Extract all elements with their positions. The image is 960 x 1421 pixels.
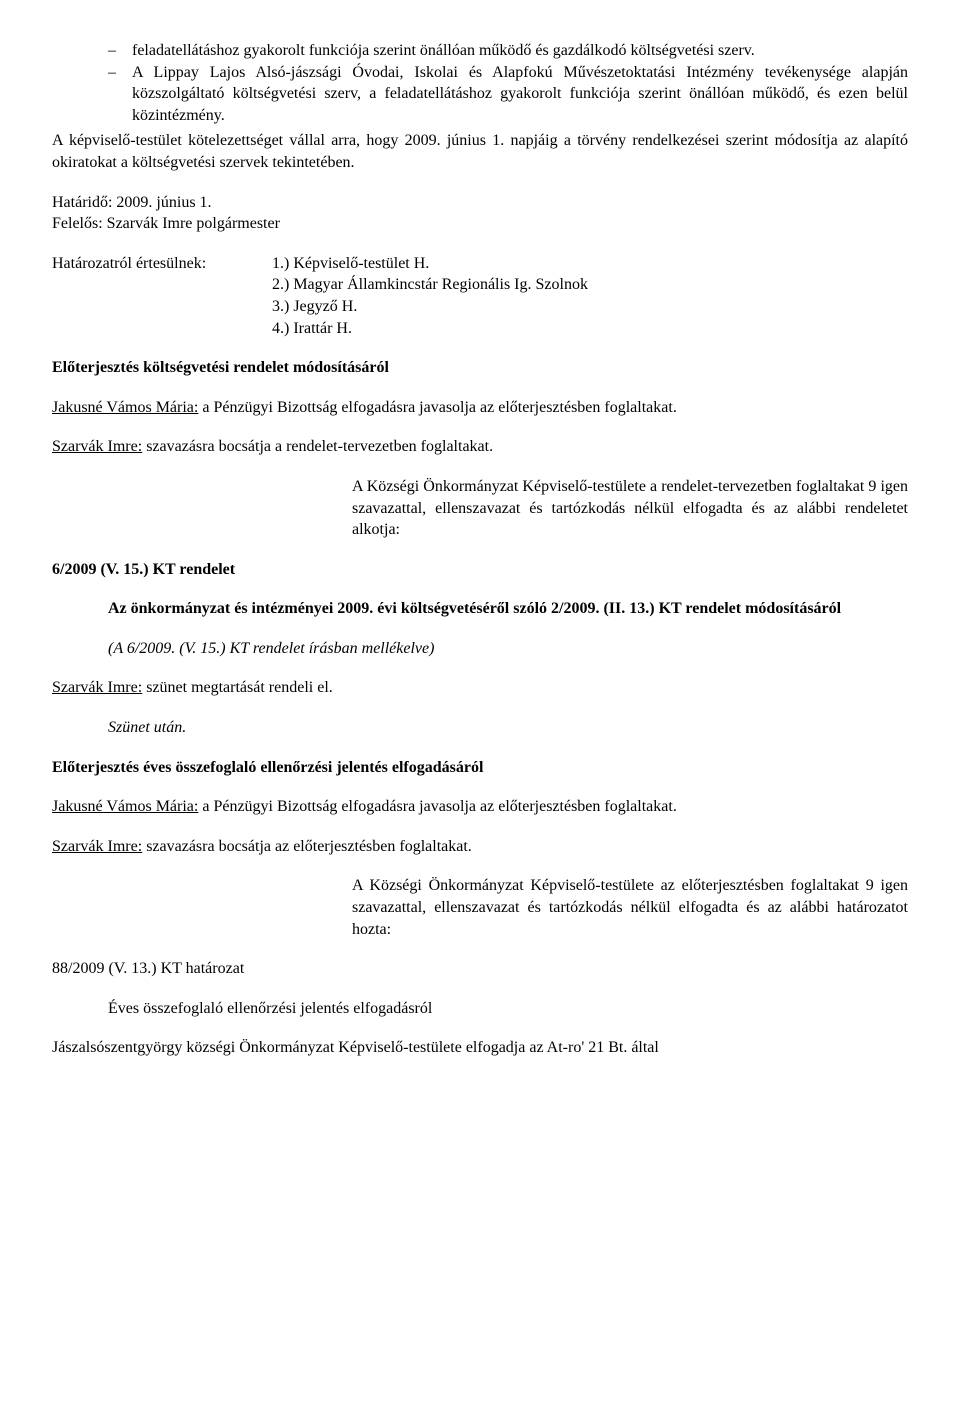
speaker-text: szünet megtartását rendeli el. — [142, 679, 333, 696]
speaker-text: a Pénzügyi Bizottság elfogadásra javasol… — [198, 399, 676, 416]
resolution-number: 88/2009 (V. 13.) KT határozat — [52, 958, 908, 980]
speaker-text: szavazásra bocsátja az előterjesztésben … — [142, 838, 472, 855]
speaker-line: Szarvák Imre: szünet megtartását rendeli… — [52, 677, 908, 699]
section-heading: Előterjesztés költségvetési rendelet mód… — [52, 357, 908, 379]
decree-note: (A 6/2009. (V. 15.) KT rendelet írásban … — [108, 638, 884, 660]
decree-title: Az önkormányzat és intézményei 2009. évi… — [108, 598, 884, 620]
deadline-line: Határidő: 2009. június 1. — [52, 192, 908, 214]
notify-item: 4.) Irattár H. — [272, 318, 908, 340]
speaker-line: Jakusné Vámos Mária: a Pénzügyi Bizottsá… — [52, 397, 908, 419]
list-item: feladatellátáshoz gyakorolt funkciója sz… — [108, 40, 908, 62]
notify-item: 1.) Képviselő-testület H. — [272, 253, 908, 275]
speaker-name: Szarvák Imre: — [52, 438, 142, 455]
section-heading: Előterjesztés éves összefoglaló ellenőrz… — [52, 757, 908, 779]
speaker-name: Jakusné Vámos Mária: — [52, 798, 198, 815]
notify-label: Határozatról értesülnek: — [52, 253, 272, 339]
vote-result: A Községi Önkormányzat Képviselő-testüle… — [352, 476, 908, 541]
speaker-line: Szarvák Imre: szavazásra bocsátja a rend… — [52, 436, 908, 458]
vote-result: A Községi Önkormányzat Képviselő-testüle… — [352, 875, 908, 940]
resolution-title: Éves összefoglaló ellenőrzési jelentés e… — [108, 998, 884, 1020]
list-item: A Lippay Lajos Alsó-jászsági Óvodai, Isk… — [108, 62, 908, 127]
speaker-line: Szarvák Imre: szavazásra bocsátja az elő… — [52, 836, 908, 858]
speaker-name: Szarvák Imre: — [52, 679, 142, 696]
notify-item: 2.) Magyar Államkincstár Regionális Ig. … — [272, 274, 908, 296]
notify-block: Határozatról értesülnek: 1.) Képviselő-t… — [52, 253, 908, 339]
speaker-name: Jakusné Vámos Mária: — [52, 399, 198, 416]
paragraph: A képviselő-testület kötelezettséget vál… — [52, 130, 908, 173]
decree-number: 6/2009 (V. 15.) KT rendelet — [52, 559, 908, 581]
bulleted-list: feladatellátáshoz gyakorolt funkciója sz… — [108, 40, 908, 126]
after-break: Szünet után. — [108, 717, 884, 739]
notify-item: 3.) Jegyző H. — [272, 296, 908, 318]
notify-values: 1.) Képviselő-testület H. 2.) Magyar Áll… — [272, 253, 908, 339]
responsible-line: Felelős: Szarvák Imre polgármester — [52, 213, 908, 235]
speaker-name: Szarvák Imre: — [52, 838, 142, 855]
final-paragraph: Jászalsószentgyörgy községi Önkormányzat… — [52, 1037, 908, 1059]
speaker-text: a Pénzügyi Bizottság elfogadásra javasol… — [198, 798, 676, 815]
speaker-line: Jakusné Vámos Mária: a Pénzügyi Bizottsá… — [52, 796, 908, 818]
speaker-text: szavazásra bocsátja a rendelet-tervezetb… — [142, 438, 493, 455]
